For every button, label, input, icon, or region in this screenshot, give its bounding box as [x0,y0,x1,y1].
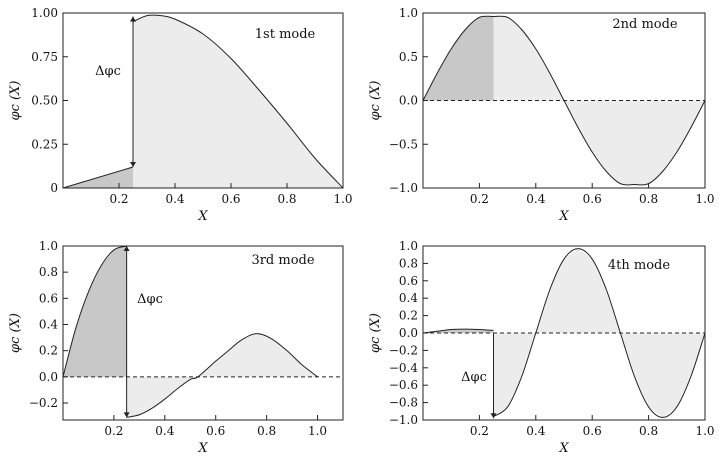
y-tick-label: −1.0 [389,181,418,195]
x-tick-label: 0.2 [470,424,489,438]
x-tick-label: 0.2 [104,424,123,438]
x-tick-label: 0.2 [470,192,489,206]
mode-curve [422,328,494,334]
x-axis-title: X [558,209,569,224]
x-tick-label: 1.0 [695,424,714,438]
y-tick-label: −0.2 [29,396,58,410]
y-tick-label: 0.2 [39,344,58,358]
delta-arrowhead [130,16,136,22]
x-tick-label: 0.6 [221,192,240,206]
panel-2nd-mode: 0.2 0.4 0.6 0.8 1.0 −1.0 −0.5 0.0 0.5 1.0 Xφc (X) 2… [368,6,715,224]
x-tick-label: 0.6 [583,424,602,438]
shaded-region-light [133,15,343,188]
shaded-region-light [126,333,318,418]
mode-curve [62,245,127,377]
y-tick-label: −0.2 [389,343,418,357]
y-axis-title: φc (X) [8,313,23,353]
x-tick-label: 0.8 [639,192,658,206]
y-tick-label: 0.25 [31,137,58,151]
y-axis-title: φc (X) [8,81,23,121]
y-tick-label: 0.75 [31,50,58,64]
y-tick-label: 0.8 [39,265,58,279]
x-tick-label: 1.0 [333,192,352,206]
mode-curve [422,15,494,101]
y-tick-label: 0.0 [399,326,418,340]
x-axis-title: X [558,441,569,456]
y-tick-label: 0.4 [39,317,58,331]
x-tick-label: 1.0 [695,192,714,206]
y-tick-label: 1.0 [399,6,418,20]
delta-arrowhead [130,162,136,167]
x-tick-label: 0.4 [526,192,545,206]
y-tick-label: 0.6 [39,291,58,305]
mode-curve [62,166,134,189]
y-axis-title: φc (X) [368,313,383,353]
panel-4th-mode: 0.2 0.4 0.6 0.8 1.0 −1.0 −0.8 −0.6 −0.4 −0.2 0.0 0.… [368,239,715,456]
delta-arrowhead [123,246,130,251]
y-tick-label: 0.0 [39,370,58,384]
x-tick-label: 0.4 [155,424,174,438]
y-tick-label: 1.0 [39,239,58,253]
shaded-region-dark [423,16,494,101]
x-axis-title: X [197,209,208,224]
y-tick-label: −0.5 [389,137,418,151]
x-tick-label: 0.4 [165,192,184,206]
x-tick-label: 0.6 [206,424,225,438]
mode-label: 3rd mode [251,253,314,268]
panel-3rd-mode: 0.2 0.4 0.6 0.8 1.0 −0.2 0.0 0.2 0.4 0.6 0.8 1.0 Xφc… [8,239,344,456]
shaded-region-dark [423,329,494,333]
x-tick-label: 0.4 [526,424,545,438]
y-tick-label: −0.6 [389,378,418,392]
mode-curve [493,15,706,186]
x-axis-title: X [197,441,208,456]
mode-label: 2nd mode [612,17,678,32]
y-tick-label: 1.0 [399,239,418,253]
delta-arrowhead [490,413,497,419]
mode-label: 1st mode [255,27,316,42]
y-tick-label: 1.00 [31,6,58,20]
shaded-region-dark [63,246,127,377]
delta-label: Δφc [95,64,121,79]
delta-arrowhead [123,412,130,418]
mode-curve [493,248,706,418]
x-tick-label: 0.8 [639,424,658,438]
y-tick-label: −0.4 [389,361,419,375]
x-tick-label: 0.2 [109,192,128,206]
y-axis-title: φc (X) [368,81,383,121]
y-tick-label: 0.50 [31,94,58,108]
y-tick-label: 0.4 [399,291,418,305]
x-tick-label: 0.8 [257,424,276,438]
x-tick-label: 0.6 [583,192,602,206]
x-tick-label: 1.0 [308,424,327,438]
mode-curve [126,333,318,418]
y-tick-label: 0.6 [399,274,418,288]
y-tick-label: −1.0 [389,413,418,427]
delta-label: Δφc [461,370,487,385]
y-tick-label: 0.2 [399,309,418,323]
y-tick-label: −0.8 [389,396,418,410]
x-tick-label: 0.8 [277,192,296,206]
y-tick-label: 0 [50,181,58,195]
delta-label: Δφc [137,292,163,307]
y-tick-label: 0.8 [399,256,418,270]
plot-frame [62,245,344,421]
mode-curve [132,14,344,189]
mode-label: 4th mode [608,258,670,273]
y-tick-label: 0.5 [399,50,418,64]
y-tick-label: 0.0 [399,94,418,108]
